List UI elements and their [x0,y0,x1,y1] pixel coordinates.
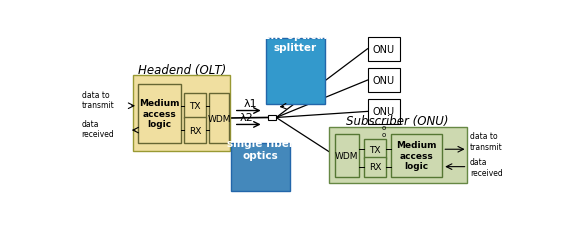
Bar [138,84,181,143]
Bar [266,39,325,105]
Text: RX: RX [369,162,381,171]
Text: λ2: λ2 [239,113,253,123]
Bar [390,134,442,177]
Text: data
received: data received [81,119,114,139]
Bar [329,128,467,183]
Bar [231,143,290,192]
Text: λ1: λ1 [244,98,257,108]
Bar [335,134,360,177]
Text: RX: RX [189,126,201,135]
Text: data
received: data received [470,158,503,177]
Bar [134,76,230,152]
Text: WDM: WDM [207,114,231,123]
Text: data to
transmit: data to transmit [470,132,503,151]
Text: TX: TX [189,102,201,111]
Text: TX: TX [370,145,381,154]
Text: single fiber
optics: single fiber optics [227,138,295,160]
Bar [184,94,206,119]
Text: ONU: ONU [372,107,395,117]
Text: Subscriber (ONU): Subscriber (ONU) [346,115,449,128]
Bar [268,116,276,120]
Text: Medium
access
logic: Medium access logic [396,141,436,170]
Text: WDM: WDM [335,151,358,160]
Text: o
o: o o [382,124,386,137]
Text: Headend (OLT): Headend (OLT) [138,64,226,77]
Bar [368,100,400,124]
Text: data to
transmit: data to transmit [81,90,114,109]
Bar [368,37,400,62]
Text: ONU: ONU [372,76,395,86]
Bar [209,94,229,143]
Bar [364,140,386,160]
Bar [364,157,386,177]
Text: 1:N optical
splitter: 1:N optical splitter [263,31,327,52]
Text: Medium
access
logic: Medium access logic [139,99,180,128]
Bar [184,118,206,143]
Text: ONU: ONU [372,45,395,54]
Bar [368,69,400,93]
